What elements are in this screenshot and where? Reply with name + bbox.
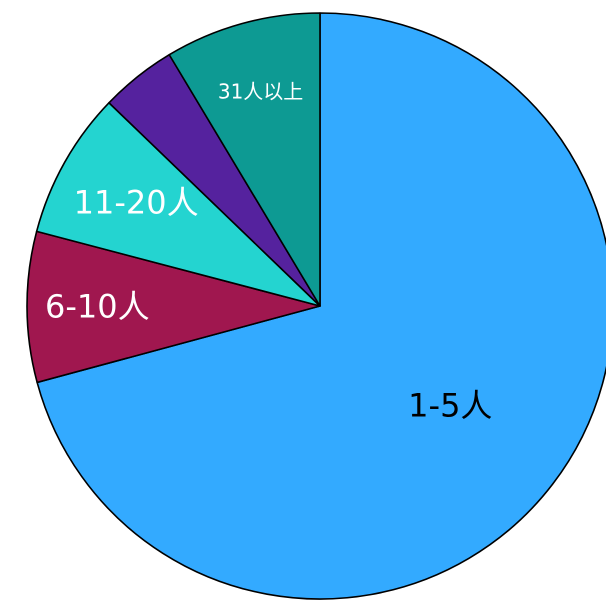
pie-slice-11-20: [35, 101, 321, 307]
slice-label-11-20: 11-20人: [74, 184, 199, 222]
pie-slice-31-plus: [168, 12, 321, 307]
pie-slice-6-10: [26, 230, 321, 384]
slice-label-31-plus: 31人以上: [218, 79, 303, 103]
slice-label-6-10: 6-10人: [45, 288, 150, 326]
pie-slice-1-5: [36, 12, 606, 600]
slice-label-1-5: 1-5人: [408, 387, 492, 425]
pie-slices: [26, 12, 606, 600]
pie-labels: 1-5人 6-10人 11-20人 31人以上: [45, 79, 492, 424]
